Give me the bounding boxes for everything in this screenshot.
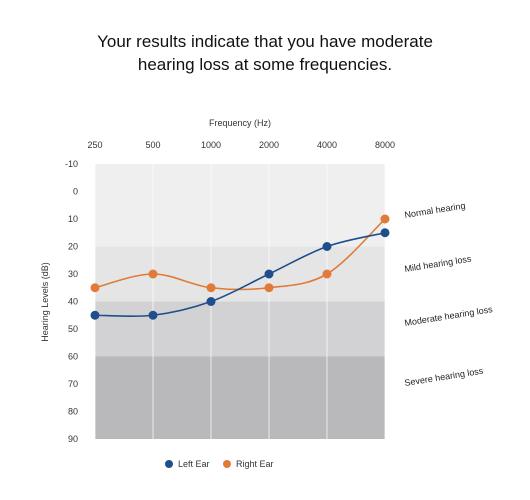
legend-label-left-ear: Left Ear	[178, 459, 210, 469]
data-point-left-ear	[380, 228, 390, 238]
x-tick-label: 2000	[259, 140, 279, 150]
x-tick-label: 8000	[375, 140, 395, 150]
right-ear-marker-icon	[223, 460, 231, 468]
x-axis-title: Frequency (Hz)	[209, 118, 271, 128]
y-tick-label: -10	[65, 159, 78, 169]
chart-legend: Left Ear Right Ear	[0, 459, 530, 475]
data-point-left-ear	[90, 310, 100, 320]
data-point-left-ear	[206, 297, 216, 306]
data-point-left-ear	[148, 310, 158, 320]
legend-label-right-ear: Right Ear	[236, 459, 274, 469]
data-point-left-ear	[264, 269, 274, 279]
y-tick-label: 10	[68, 214, 78, 224]
data-point-right-ear	[322, 269, 332, 279]
x-tick-label: 250	[87, 140, 102, 150]
band-label-severe-hearing-loss: Severe hearing loss	[404, 366, 485, 388]
y-tick-label: 70	[68, 379, 78, 389]
band-label-mild-hearing-loss: Mild hearing loss	[404, 253, 473, 274]
data-point-right-ear	[206, 283, 216, 293]
data-point-right-ear	[264, 283, 274, 293]
y-axis-title: Hearing Levels (dB)	[40, 262, 50, 342]
x-tick-label: 1000	[201, 140, 221, 150]
band-moderate-hearing-loss	[95, 301, 385, 357]
headline-line-1: Your results indicate that you have mode…	[97, 32, 433, 51]
results-headline: Your results indicate that you have mode…	[40, 30, 490, 76]
legend-item-left-ear: Left Ear	[165, 459, 210, 469]
data-point-left-ear	[322, 242, 332, 251]
band-label-normal-hearing: Normal hearing	[404, 200, 466, 220]
band-label-moderate-hearing-loss: Moderate hearing loss	[404, 304, 494, 328]
audiogram-chart: -10 0 10 20 30 40 50 60 70 80 90 250 500 1000 2000 4000…	[40, 118, 494, 444]
x-tick-label: 500	[145, 140, 160, 150]
band-mild-hearing-loss	[95, 246, 385, 302]
left-ear-marker-icon	[165, 460, 173, 468]
band-severe-hearing-loss	[95, 356, 385, 439]
y-tick-label: 90	[68, 434, 78, 444]
x-tick-label: 4000	[317, 140, 337, 150]
legend-item-right-ear: Right Ear	[223, 459, 274, 469]
data-point-right-ear	[90, 283, 100, 293]
headline-line-2: hearing loss at some frequencies.	[137, 55, 393, 74]
band-normal-hearing	[95, 164, 385, 247]
y-tick-label: 60	[68, 352, 78, 362]
y-tick-label: 50	[68, 324, 78, 334]
y-tick-label: 30	[68, 269, 78, 279]
y-tick-label: 40	[68, 297, 78, 307]
y-tick-label: 80	[68, 407, 78, 417]
data-point-right-ear	[380, 214, 390, 224]
y-tick-label: 20	[68, 242, 78, 252]
y-tick-label: 0	[73, 187, 78, 197]
data-point-right-ear	[148, 269, 158, 279]
